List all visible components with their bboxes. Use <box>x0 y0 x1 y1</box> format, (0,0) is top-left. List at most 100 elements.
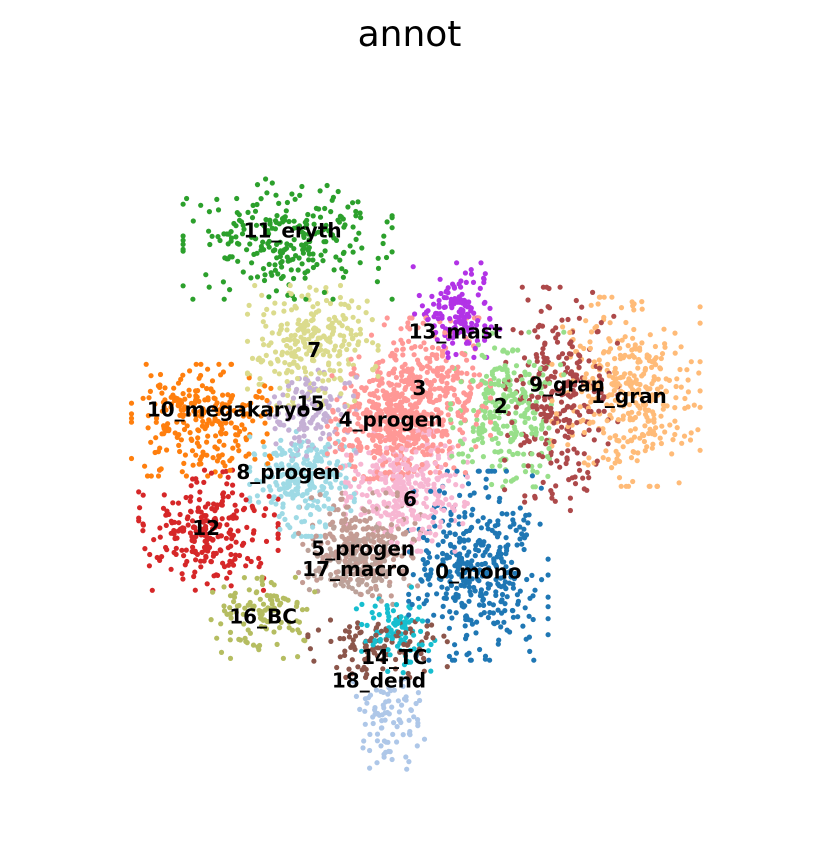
cell-point <box>454 375 461 381</box>
cell-point <box>217 473 223 479</box>
cell-point <box>218 548 224 554</box>
cell-point <box>398 399 404 405</box>
cell-point <box>190 218 196 224</box>
cell-point <box>509 419 515 426</box>
cell-point <box>276 200 282 206</box>
cell-point <box>495 518 501 524</box>
cell-point <box>629 438 635 444</box>
cell-point <box>539 424 545 430</box>
cell-point <box>448 385 455 391</box>
cell-point <box>489 369 495 375</box>
cell-point <box>157 445 163 451</box>
cell-point <box>337 654 343 660</box>
cell-point <box>477 593 483 599</box>
cell-point <box>381 751 387 757</box>
cell-point <box>289 191 295 197</box>
cell-point <box>496 430 502 436</box>
cell-point <box>185 522 191 528</box>
cell-point <box>180 576 186 582</box>
cell-point <box>227 637 233 643</box>
cell-point <box>298 334 304 340</box>
cell-point <box>446 522 452 528</box>
cell-point <box>254 274 261 280</box>
cell-point <box>441 507 447 513</box>
cell-point <box>605 456 611 462</box>
cell-point <box>461 545 467 551</box>
cell-point <box>566 420 572 426</box>
cell-point <box>297 405 303 411</box>
cell-point <box>526 359 532 365</box>
cell-point <box>576 364 582 370</box>
cell-point <box>408 707 414 713</box>
cell-point <box>443 472 449 478</box>
cell-point <box>522 605 528 611</box>
cell-point <box>215 572 221 579</box>
cell-point <box>228 543 234 549</box>
cell-point <box>535 334 541 340</box>
cell-point <box>327 367 333 373</box>
cell-point <box>551 438 557 445</box>
cell-point <box>327 353 333 359</box>
cell-point <box>345 480 351 486</box>
cell-point <box>458 306 464 312</box>
cell-point <box>639 340 645 346</box>
cell-point <box>471 407 477 414</box>
cell-point <box>300 492 306 498</box>
cell-point <box>362 708 368 714</box>
cell-point <box>182 452 188 458</box>
cell-point <box>324 451 330 457</box>
cell-point <box>296 630 302 636</box>
cell-point <box>650 441 656 447</box>
cell-point <box>501 377 508 383</box>
cell-point <box>198 564 204 570</box>
cell-point <box>596 373 603 379</box>
cell-point <box>137 505 143 511</box>
cluster-label: 6 <box>403 487 417 511</box>
cell-point <box>313 339 319 345</box>
cell-point <box>354 625 361 631</box>
cell-point <box>378 688 384 695</box>
cell-point <box>639 431 646 438</box>
cell-point <box>348 525 354 531</box>
cell-point <box>385 617 392 623</box>
cell-point <box>366 450 372 456</box>
cell-point <box>201 479 207 485</box>
cell-point <box>254 182 261 188</box>
cell-point <box>456 281 462 287</box>
cell-point <box>437 385 443 391</box>
cell-point <box>347 243 353 249</box>
cell-point <box>685 377 691 383</box>
cell-point <box>476 372 483 378</box>
cell-point <box>263 506 269 512</box>
cell-point <box>364 700 370 706</box>
cell-point <box>545 616 551 622</box>
cell-point <box>243 437 249 443</box>
cell-point <box>227 558 233 565</box>
cell-point <box>672 405 678 411</box>
cell-point <box>574 450 580 456</box>
cell-point <box>315 454 321 460</box>
cell-point <box>338 391 344 397</box>
cell-point <box>288 291 294 297</box>
cell-point <box>254 493 260 499</box>
cell-point <box>658 355 664 362</box>
cell-point <box>415 583 421 589</box>
cell-point <box>465 537 471 543</box>
cell-point <box>513 432 519 438</box>
cell-point <box>485 585 491 591</box>
cell-point <box>263 352 269 358</box>
cell-point <box>157 467 163 473</box>
cell-point <box>269 180 275 186</box>
cell-point <box>249 260 255 266</box>
cell-point <box>280 504 286 510</box>
cell-point <box>297 192 303 198</box>
cell-point <box>473 546 479 553</box>
cell-point <box>408 527 414 533</box>
cell-point <box>667 422 673 428</box>
cell-point <box>601 430 607 436</box>
cell-point <box>309 416 315 423</box>
cell-point <box>416 292 422 299</box>
cell-point <box>430 443 436 449</box>
cell-point <box>538 485 544 491</box>
cell-point <box>206 209 212 215</box>
